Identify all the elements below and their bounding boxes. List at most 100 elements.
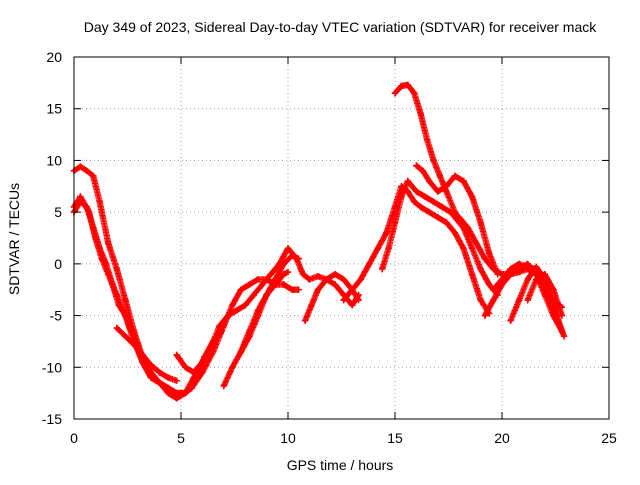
data-point [349, 302, 356, 309]
data-point [524, 276, 531, 283]
plot-frame [73, 56, 610, 420]
data-point [209, 348, 217, 355]
series-track-18 [524, 271, 566, 319]
data-point [98, 255, 105, 262]
data-point [385, 245, 392, 252]
data-point [280, 271, 287, 278]
data-point [486, 281, 493, 288]
data-point [165, 374, 172, 381]
data-point [558, 327, 566, 335]
data-point [541, 271, 548, 278]
data-point [490, 286, 497, 293]
series-track-6 [188, 276, 302, 392]
data-point [130, 341, 138, 348]
data-point [173, 377, 180, 384]
data-point [451, 208, 459, 216]
data-point [156, 379, 163, 386]
data-point [254, 276, 262, 283]
data-point [423, 136, 431, 143]
data-point [139, 358, 146, 366]
data-point [289, 252, 296, 259]
data-point [233, 307, 240, 314]
data-point [323, 276, 330, 283]
data-point [272, 276, 279, 283]
data-point [533, 265, 540, 273]
data-point [438, 203, 446, 211]
data-point [280, 260, 287, 268]
data-point [295, 286, 302, 293]
data-point [468, 245, 476, 252]
data-point [490, 265, 497, 273]
data-layer [70, 81, 568, 402]
x-tick-label: 25 [601, 430, 617, 446]
data-point [434, 188, 441, 195]
data-point [468, 271, 476, 278]
data-point [92, 234, 99, 242]
data-point [182, 389, 189, 397]
data-point [451, 229, 459, 236]
data-point [220, 382, 227, 390]
x-tick-label: 5 [177, 430, 185, 446]
data-point [477, 296, 484, 304]
data-point [464, 224, 471, 231]
x-tick-label: 15 [387, 430, 403, 446]
data-point [550, 286, 557, 293]
data-point [524, 263, 531, 271]
data-point [417, 203, 424, 211]
data-point [113, 291, 120, 299]
data-point [105, 271, 112, 278]
data-point [383, 229, 390, 236]
data-point [481, 312, 489, 319]
y-tick-label: 20 [46, 49, 62, 65]
data-point [404, 177, 411, 185]
data-point [165, 389, 172, 397]
data-point [391, 219, 399, 226]
data-point [331, 281, 339, 288]
data-point [263, 291, 270, 299]
data-point [105, 240, 112, 247]
series-track-8 [237, 252, 302, 355]
data-point [419, 167, 426, 174]
y-tick-label: 0 [54, 256, 62, 272]
data-point [468, 193, 476, 200]
data-point [515, 260, 523, 268]
data-point [498, 276, 506, 283]
data-point [340, 296, 347, 304]
data-point [229, 302, 236, 309]
data-point [456, 214, 463, 221]
x-tick-label: 10 [280, 430, 296, 446]
data-point [533, 276, 540, 283]
data-point [289, 286, 296, 293]
data-point [430, 157, 437, 164]
data-point [413, 188, 420, 195]
data-point [299, 271, 307, 278]
data-point [246, 281, 253, 288]
data-point [284, 245, 292, 252]
data-point [188, 384, 195, 392]
data-point [254, 312, 262, 319]
data-point [85, 208, 93, 216]
data-point [237, 348, 245, 355]
data-point [147, 374, 155, 381]
y-tick-label: 5 [54, 204, 62, 220]
data-point [295, 255, 302, 262]
data-point [182, 364, 189, 371]
data-point [306, 276, 313, 283]
data-point [558, 312, 566, 319]
data-point [340, 276, 347, 283]
data-point [173, 351, 180, 359]
data-point [139, 351, 146, 359]
y-tick-label: -10 [42, 359, 62, 375]
data-point [417, 110, 424, 118]
data-point [314, 273, 322, 280]
data-point [413, 162, 420, 169]
data-point [507, 317, 514, 324]
y-tick-label: -15 [42, 411, 62, 427]
data-point [374, 245, 382, 252]
data-point [190, 369, 197, 376]
grid [74, 57, 609, 419]
data-point [524, 296, 531, 304]
data-point [421, 193, 429, 200]
data-point [122, 312, 129, 319]
